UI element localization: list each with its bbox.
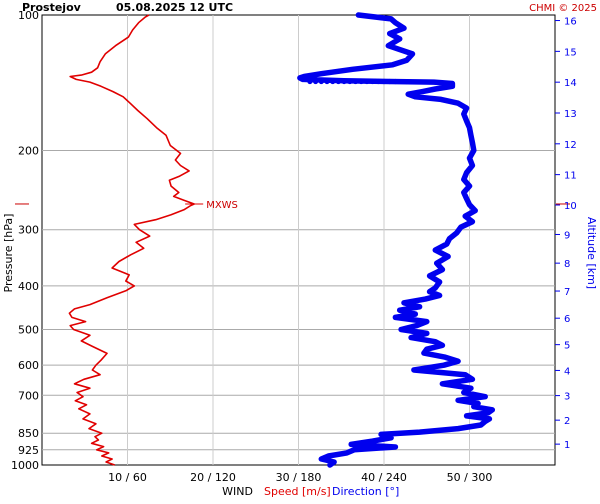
direction-point bbox=[313, 78, 319, 85]
marks-layer bbox=[68, 12, 496, 468]
max-wind-label: MXWS bbox=[206, 200, 238, 211]
speed-line bbox=[68, 14, 195, 466]
altitude-tick-label: 12 bbox=[564, 140, 577, 151]
credit-label: CHMI © 2025 bbox=[529, 3, 597, 14]
direction-point bbox=[392, 78, 398, 85]
x-tick-label: 10 / 60 bbox=[108, 471, 147, 484]
altitude-tick-label: 9 bbox=[564, 230, 570, 241]
footer-direction-label: Direction [°] bbox=[332, 485, 399, 498]
text-layer: Prostejov 05.08.2025 12 UTC CHMI © 2025 … bbox=[2, 1, 598, 498]
direction-point bbox=[381, 78, 387, 85]
pressure-tick-label: 700 bbox=[18, 389, 39, 402]
direction-point bbox=[330, 78, 336, 85]
station-name: Prostejov bbox=[22, 1, 82, 14]
altitude-tick-label: 13 bbox=[564, 109, 577, 120]
altitude-tick-label: 6 bbox=[564, 314, 570, 325]
grid-layer bbox=[15, 14, 570, 466]
direction-line bbox=[297, 12, 496, 468]
direction-point bbox=[347, 78, 353, 85]
altitude-tick-label: 4 bbox=[564, 366, 570, 377]
footer-speed-label: Speed [m/s] bbox=[264, 485, 331, 498]
altitude-tick-label: 15 bbox=[564, 47, 577, 58]
pressure-tick-label: 500 bbox=[18, 324, 39, 337]
direction-point bbox=[358, 78, 364, 85]
altitude-tick-label: 2 bbox=[564, 416, 570, 427]
altitude-tick-label: 10 bbox=[564, 201, 577, 212]
direction-point bbox=[387, 78, 393, 85]
pressure-tick-label: 1000 bbox=[11, 459, 39, 472]
x-tick-label: 30 / 180 bbox=[276, 471, 322, 484]
direction-point bbox=[364, 78, 370, 85]
altitude-tick-label: 1 bbox=[564, 440, 570, 451]
direction-point bbox=[307, 78, 313, 85]
pressure-tick-label: 300 bbox=[18, 224, 39, 237]
direction-point bbox=[370, 78, 376, 85]
y2-axis-label: Altitude [km] bbox=[585, 217, 598, 289]
direction-point bbox=[335, 78, 341, 85]
direction-point bbox=[318, 78, 324, 85]
sounding-datetime: 05.08.2025 12 UTC bbox=[116, 1, 233, 14]
pressure-tick-label: 850 bbox=[18, 427, 39, 440]
altitude-tick-label: 7 bbox=[564, 287, 570, 298]
pressure-tick-label: 200 bbox=[18, 144, 39, 157]
altitude-tick-label: 8 bbox=[564, 259, 570, 270]
direction-point bbox=[352, 78, 359, 85]
x-tick-label: 40 / 240 bbox=[361, 471, 407, 484]
footer-wind-label: WIND bbox=[222, 485, 253, 498]
pressure-tick-label: 925 bbox=[18, 444, 39, 457]
direction-point bbox=[324, 78, 330, 85]
direction-point bbox=[375, 78, 381, 85]
x-tick-label: 20 / 120 bbox=[190, 471, 236, 484]
pressure-tick-label: 100 bbox=[18, 9, 39, 22]
pressure-tick-label: 400 bbox=[18, 280, 39, 293]
altitude-tick-label: 14 bbox=[564, 78, 577, 89]
x-tick-label: 50 / 300 bbox=[447, 471, 493, 484]
altitude-tick-label: 16 bbox=[564, 17, 577, 28]
altitude-tick-label: 5 bbox=[564, 341, 570, 352]
pressure-tick-label: 600 bbox=[18, 359, 39, 372]
direction-point bbox=[341, 78, 347, 85]
y-axis-label: Pressure [hPa] bbox=[2, 214, 15, 293]
altitude-tick-label: 11 bbox=[564, 171, 577, 182]
altitude-tick-label: 3 bbox=[564, 392, 570, 403]
